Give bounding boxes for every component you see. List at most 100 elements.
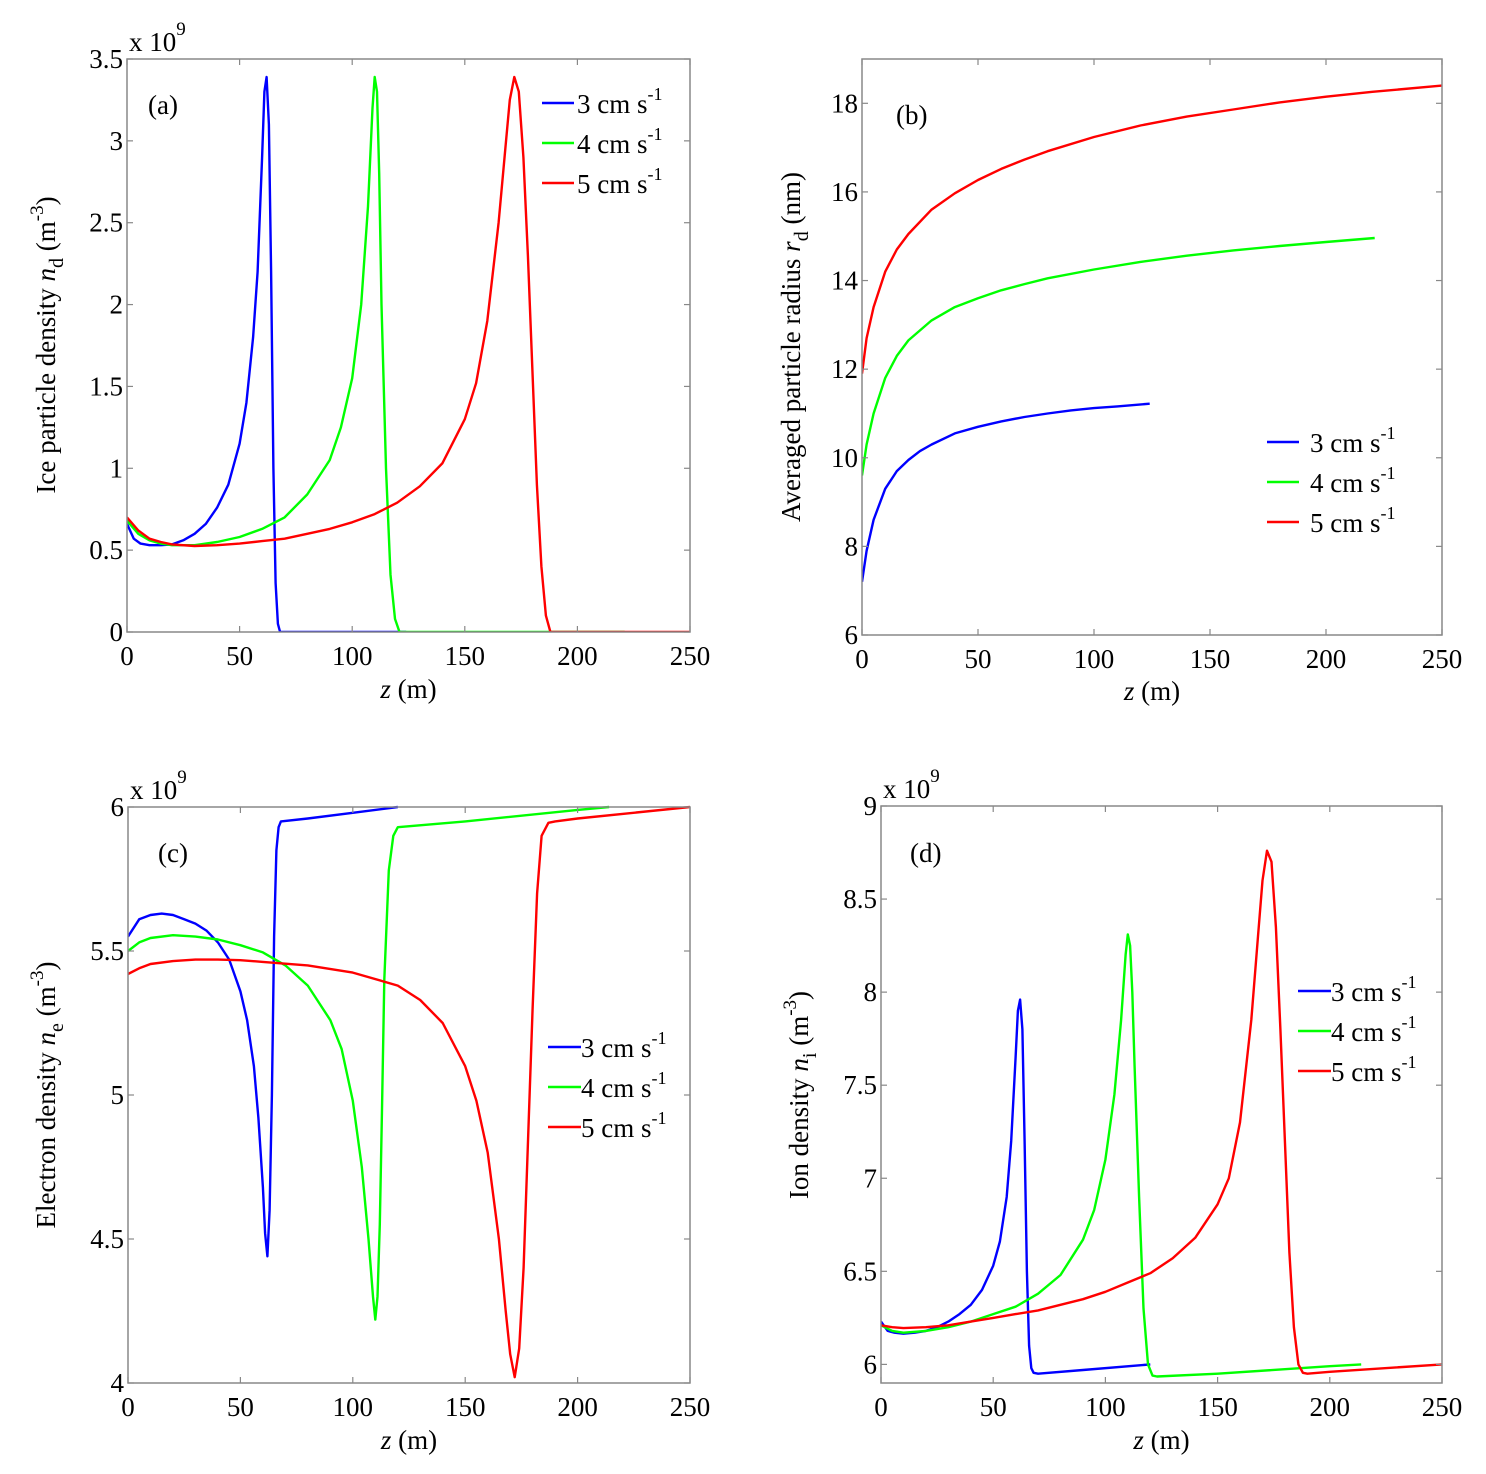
legend-entry: 5 cm s-1	[1331, 1052, 1417, 1087]
axes-box	[126, 58, 691, 633]
legend-entry-sup: -1	[648, 84, 663, 104]
x-axis-label-unit: (m)	[391, 1425, 437, 1455]
panel-a-ice-particle-density: 0 50 100 150 200 250 0 0.5 1 1.5 2 2.5 3 3.5x 109 z (m…	[27, 19, 710, 704]
series-line-5-cm-s	[881, 849, 1442, 1375]
x-tick-label: 250	[1422, 1392, 1463, 1422]
x-tick-label: 200	[1310, 1392, 1351, 1422]
y-exponent-power: 9	[930, 766, 940, 787]
y-tick-label: 1.5	[89, 371, 123, 401]
series-line-4-cm-s	[862, 236, 1375, 476]
y-axis-label: Averaged particle radius rd (nm)	[776, 172, 813, 522]
axes-box	[880, 805, 1443, 1384]
y-axis-label: Electron density ne (m-3)	[27, 962, 68, 1229]
legend-entry: 4 cm s-1	[1331, 1012, 1417, 1047]
y-exponent-label: x 109	[883, 766, 940, 804]
panel-tag: (d)	[910, 838, 941, 868]
y-tick-label: 8	[864, 977, 878, 1007]
x-tick-label: 250	[1422, 644, 1463, 674]
legend-entry-sup: -1	[1402, 972, 1417, 992]
y-tick-label: 0	[110, 617, 124, 647]
y-tick-label: 7.5	[843, 1070, 877, 1100]
y-tick-label: 8.5	[843, 884, 877, 914]
series-line-5-cm-s	[862, 84, 1442, 374]
legend-entry-sup: -1	[648, 164, 663, 184]
x-axis-label: z (m)	[379, 674, 436, 704]
x-axis-label: z (m)	[1123, 676, 1180, 706]
series-line-3-cm-s	[862, 402, 1150, 582]
y-tick-label: 10	[831, 443, 858, 473]
legend-entry: 5 cm s-1	[1310, 503, 1396, 538]
y-tick-label: 6.5	[843, 1256, 877, 1286]
legend-entry: 3 cm s-1	[1310, 423, 1396, 458]
y-exponent-label: x 109	[129, 19, 186, 57]
x-axis-label-unit: (m)	[1134, 676, 1180, 706]
x-tick-label: 200	[1306, 644, 1347, 674]
x-tick-label: 150	[1197, 1392, 1238, 1422]
y-axis-label-sub: e	[46, 1023, 68, 1032]
y-tick-label: 14	[831, 266, 859, 296]
y-exponent-power: 9	[177, 767, 187, 788]
panel-tag: (c)	[158, 838, 188, 868]
y-tick-label: 12	[831, 354, 858, 384]
y-axis-label-text: Averaged particle radius	[776, 252, 806, 522]
panel-tag: (a)	[148, 90, 178, 120]
legend-entry-sup: -1	[1381, 423, 1396, 443]
series-line-3-cm-s	[881, 998, 1151, 1375]
series-line-3-cm-s	[128, 805, 398, 1258]
x-axis-label-unit: (m)	[1144, 1425, 1190, 1455]
x-tick-label: 100	[1085, 1392, 1126, 1422]
legend-entry: 5 cm s-1	[577, 164, 663, 199]
y-axis-label-text: Ice particle density	[31, 281, 61, 493]
panel-tag: (b)	[896, 100, 927, 130]
y-tick-label: 7	[864, 1163, 878, 1193]
legend-entry-sup: -1	[652, 1108, 667, 1128]
series-line-3-cm-s	[127, 75, 407, 632]
y-tick-label: 3.5	[89, 44, 123, 74]
legend-entry-sup: -1	[1381, 503, 1396, 523]
y-axis-label-close: )	[31, 196, 61, 205]
y-tick-label: 6	[845, 620, 859, 650]
y-tick-label: 6	[864, 1349, 878, 1379]
series-line-4-cm-s	[127, 75, 625, 632]
y-tick-label: 4	[111, 1368, 125, 1398]
y-exponent-label: x 109	[130, 767, 187, 805]
x-axis-label: z (m)	[1132, 1425, 1189, 1455]
y-axis-label-close: )	[31, 962, 61, 971]
y-axis-label: Ice particle density nd (m-3)	[27, 196, 68, 493]
y-tick-label: 18	[831, 88, 858, 118]
legend-entry-sup: -1	[1402, 1012, 1417, 1032]
legend-entry: 3 cm s-1	[577, 84, 663, 119]
y-axis-label-var: r	[776, 241, 806, 252]
y-tick-label: 8	[845, 531, 859, 561]
x-tick-label: 100	[1074, 644, 1115, 674]
y-tick-label: 16	[831, 177, 858, 207]
y-axis-label-var: n	[784, 1058, 814, 1072]
y-exponent-power: 9	[176, 19, 186, 40]
x-tick-label: 0	[120, 641, 134, 671]
legend-entry: 3 cm s-1	[581, 1028, 667, 1063]
y-axis-label-unit: (nm)	[776, 172, 806, 231]
x-axis-label-unit: (m)	[391, 674, 437, 704]
x-axis-label-var: z	[1123, 676, 1135, 706]
y-axis-label-unit: (m	[31, 986, 61, 1023]
x-tick-label: 150	[445, 641, 486, 671]
legend-entry: 4 cm s-1	[1310, 463, 1396, 498]
series-line-4-cm-s	[128, 805, 610, 1321]
series-line-4-cm-s	[881, 933, 1362, 1378]
x-tick-label: 150	[1190, 644, 1231, 674]
x-tick-label: 50	[980, 1392, 1007, 1422]
y-axis-label-unit: (m	[31, 221, 61, 258]
y-tick-label: 1	[110, 453, 124, 483]
x-tick-label: 50	[965, 644, 992, 674]
x-tick-label: 0	[874, 1392, 888, 1422]
x-tick-label: 150	[445, 1392, 486, 1422]
x-tick-label: 0	[121, 1392, 135, 1422]
x-tick-label: 200	[557, 641, 598, 671]
x-tick-label: 250	[670, 1392, 711, 1422]
legend-entry-sup: -1	[1381, 463, 1396, 483]
y-tick-label: 2	[110, 290, 124, 320]
y-tick-label: 3	[110, 126, 124, 156]
